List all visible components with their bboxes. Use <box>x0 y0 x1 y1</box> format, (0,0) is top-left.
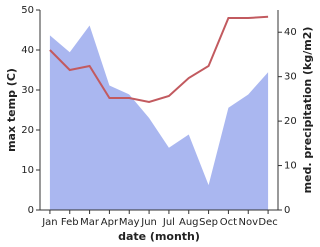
temperature-line <box>49 15 269 104</box>
y2-tick-label: 20 <box>284 116 297 127</box>
x-tick-label: Apr <box>101 217 119 228</box>
y-tick-label: 20 <box>21 125 34 136</box>
x-tick-label: Jun <box>140 217 157 228</box>
x-tick-label: Sep <box>199 217 218 228</box>
x-tick-label: Oct <box>220 217 237 228</box>
y2-axis-title: med. precipitation (kg/m2) <box>301 27 314 194</box>
precipitation-area <box>49 25 269 210</box>
x-tick-label: Jan <box>41 217 57 228</box>
y-tick-label: 0 <box>28 205 34 216</box>
x-tick-label: Feb <box>61 217 79 228</box>
x-tick-label: Aug <box>179 217 199 228</box>
x-tick-label: Dec <box>258 217 277 228</box>
y2-tick-label: 40 <box>284 27 297 38</box>
y2-tick-label: 0 <box>284 205 290 216</box>
y-axis-title: max temp (C) <box>5 68 18 152</box>
y-tick-label: 10 <box>21 165 34 176</box>
x-tick-label: Nov <box>238 217 258 228</box>
x-tick-label: Mar <box>80 217 100 228</box>
y2-tick-label: 30 <box>284 72 297 83</box>
y-tick-label: 50 <box>21 5 34 16</box>
x-axis-title: date (month) <box>118 230 200 243</box>
plot-frame <box>39 10 279 211</box>
y2-tick-label: 10 <box>284 161 297 172</box>
x-tick-label: Jul <box>162 217 175 228</box>
y-tick-label: 30 <box>21 85 34 96</box>
y-tick-label: 40 <box>21 45 34 56</box>
x-tick-label: May <box>119 217 140 228</box>
